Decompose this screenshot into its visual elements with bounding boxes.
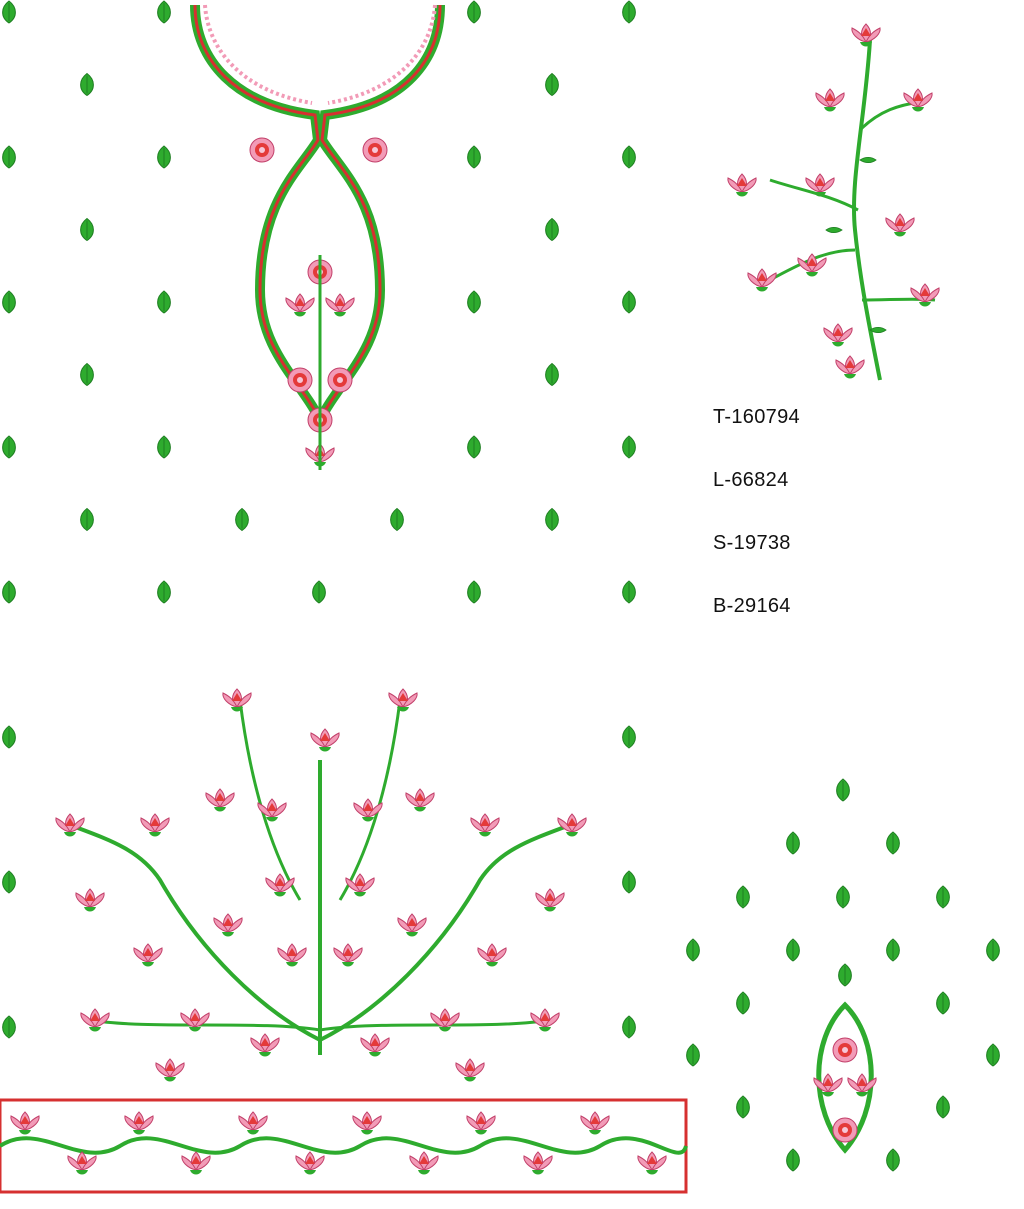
green-leaf-buti-icon bbox=[157, 145, 171, 169]
green-leaf-buti-icon bbox=[545, 508, 559, 531]
green-leaf-buti-icon bbox=[2, 290, 16, 314]
stitch-code-t: T-160794 bbox=[713, 406, 800, 428]
green-leaf-buti-icon bbox=[936, 1095, 950, 1119]
green-leaf-buti-icon bbox=[786, 938, 800, 962]
green-leaf-buti-icon bbox=[786, 1148, 800, 1172]
green-leaf-buti-icon bbox=[157, 290, 171, 314]
green-leaf-buti-icon bbox=[686, 938, 700, 962]
green-leaf-buti-icon bbox=[467, 0, 481, 24]
green-leaf-buti-icon bbox=[2, 870, 16, 894]
green-leaf-buti-icon bbox=[2, 0, 16, 24]
green-leaf-buti-icon bbox=[886, 938, 900, 962]
front-panel-floral-motif bbox=[55, 688, 587, 1082]
green-leaf-buti-icon bbox=[886, 1148, 900, 1172]
green-leaf-buti-icon bbox=[736, 885, 750, 909]
green-leaf-buti-icon bbox=[622, 580, 636, 604]
green-leaf-buti-icon bbox=[80, 508, 94, 531]
green-leaf-buti-icon bbox=[622, 725, 636, 749]
green-leaf-buti-icon bbox=[622, 145, 636, 169]
green-leaf-buti-icon bbox=[467, 580, 481, 604]
green-leaf-buti-icon bbox=[622, 870, 636, 894]
green-leaf-buti-icon bbox=[390, 508, 404, 531]
green-leaf-buti-icon bbox=[80, 218, 94, 241]
green-leaf-buti-icon bbox=[736, 991, 750, 1015]
green-leaf-buti-icon bbox=[467, 290, 481, 314]
green-leaf-buti-icon bbox=[622, 0, 636, 24]
green-leaf-buti-icon bbox=[235, 508, 249, 531]
green-leaf-buti-icon bbox=[886, 831, 900, 855]
green-leaf-buti-icon bbox=[80, 363, 94, 386]
green-leaf-buti-icon bbox=[545, 218, 559, 241]
green-leaf-buti-icon bbox=[622, 290, 636, 314]
green-leaf-buti-icon bbox=[836, 885, 850, 909]
green-leaf-buti-icon bbox=[986, 1043, 1000, 1067]
green-leaf-buti-icon bbox=[2, 1015, 16, 1039]
green-leaf-buti-icon bbox=[936, 885, 950, 909]
green-leaf-buti-icon bbox=[157, 435, 171, 459]
sleeve-floral-motif bbox=[727, 23, 940, 381]
stitch-code-l: L-66824 bbox=[713, 469, 789, 491]
stitch-code-s: S-19738 bbox=[713, 532, 791, 554]
green-leaf-buti-icon bbox=[786, 831, 800, 855]
green-leaf-buti-icon bbox=[622, 1015, 636, 1039]
green-leaf-buti-icon bbox=[2, 435, 16, 459]
green-leaf-buti-icon bbox=[467, 435, 481, 459]
corner-buti-motif bbox=[686, 778, 1000, 1172]
stitch-code-b: B-29164 bbox=[713, 595, 791, 617]
green-leaf-buti-icon bbox=[736, 1095, 750, 1119]
green-leaf-buti-icon bbox=[157, 580, 171, 604]
green-leaf-buti-icon bbox=[2, 145, 16, 169]
stitch-count-list: T-160794 L-66824 S-19738 B-29164 bbox=[713, 402, 800, 654]
green-leaf-buti-icon bbox=[80, 73, 94, 96]
green-leaf-buti-icon bbox=[545, 73, 559, 96]
green-leaf-buti-icon bbox=[157, 0, 171, 24]
green-leaf-buti-icon bbox=[2, 725, 16, 749]
green-leaf-buti-icon bbox=[686, 1043, 700, 1067]
green-leaf-buti-icon bbox=[467, 145, 481, 169]
neckline-motif bbox=[190, 4, 445, 470]
green-leaf-buti-icon bbox=[545, 363, 559, 386]
green-leaf-buti-icon bbox=[622, 435, 636, 459]
green-leaf-buti-icon bbox=[936, 991, 950, 1015]
green-leaf-buti-icon bbox=[2, 580, 16, 604]
green-leaf-buti-icon bbox=[312, 580, 326, 604]
green-leaf-buti-icon bbox=[986, 938, 1000, 962]
border-lace-motif bbox=[0, 1098, 688, 1194]
green-leaf-buti-icon bbox=[836, 778, 850, 802]
